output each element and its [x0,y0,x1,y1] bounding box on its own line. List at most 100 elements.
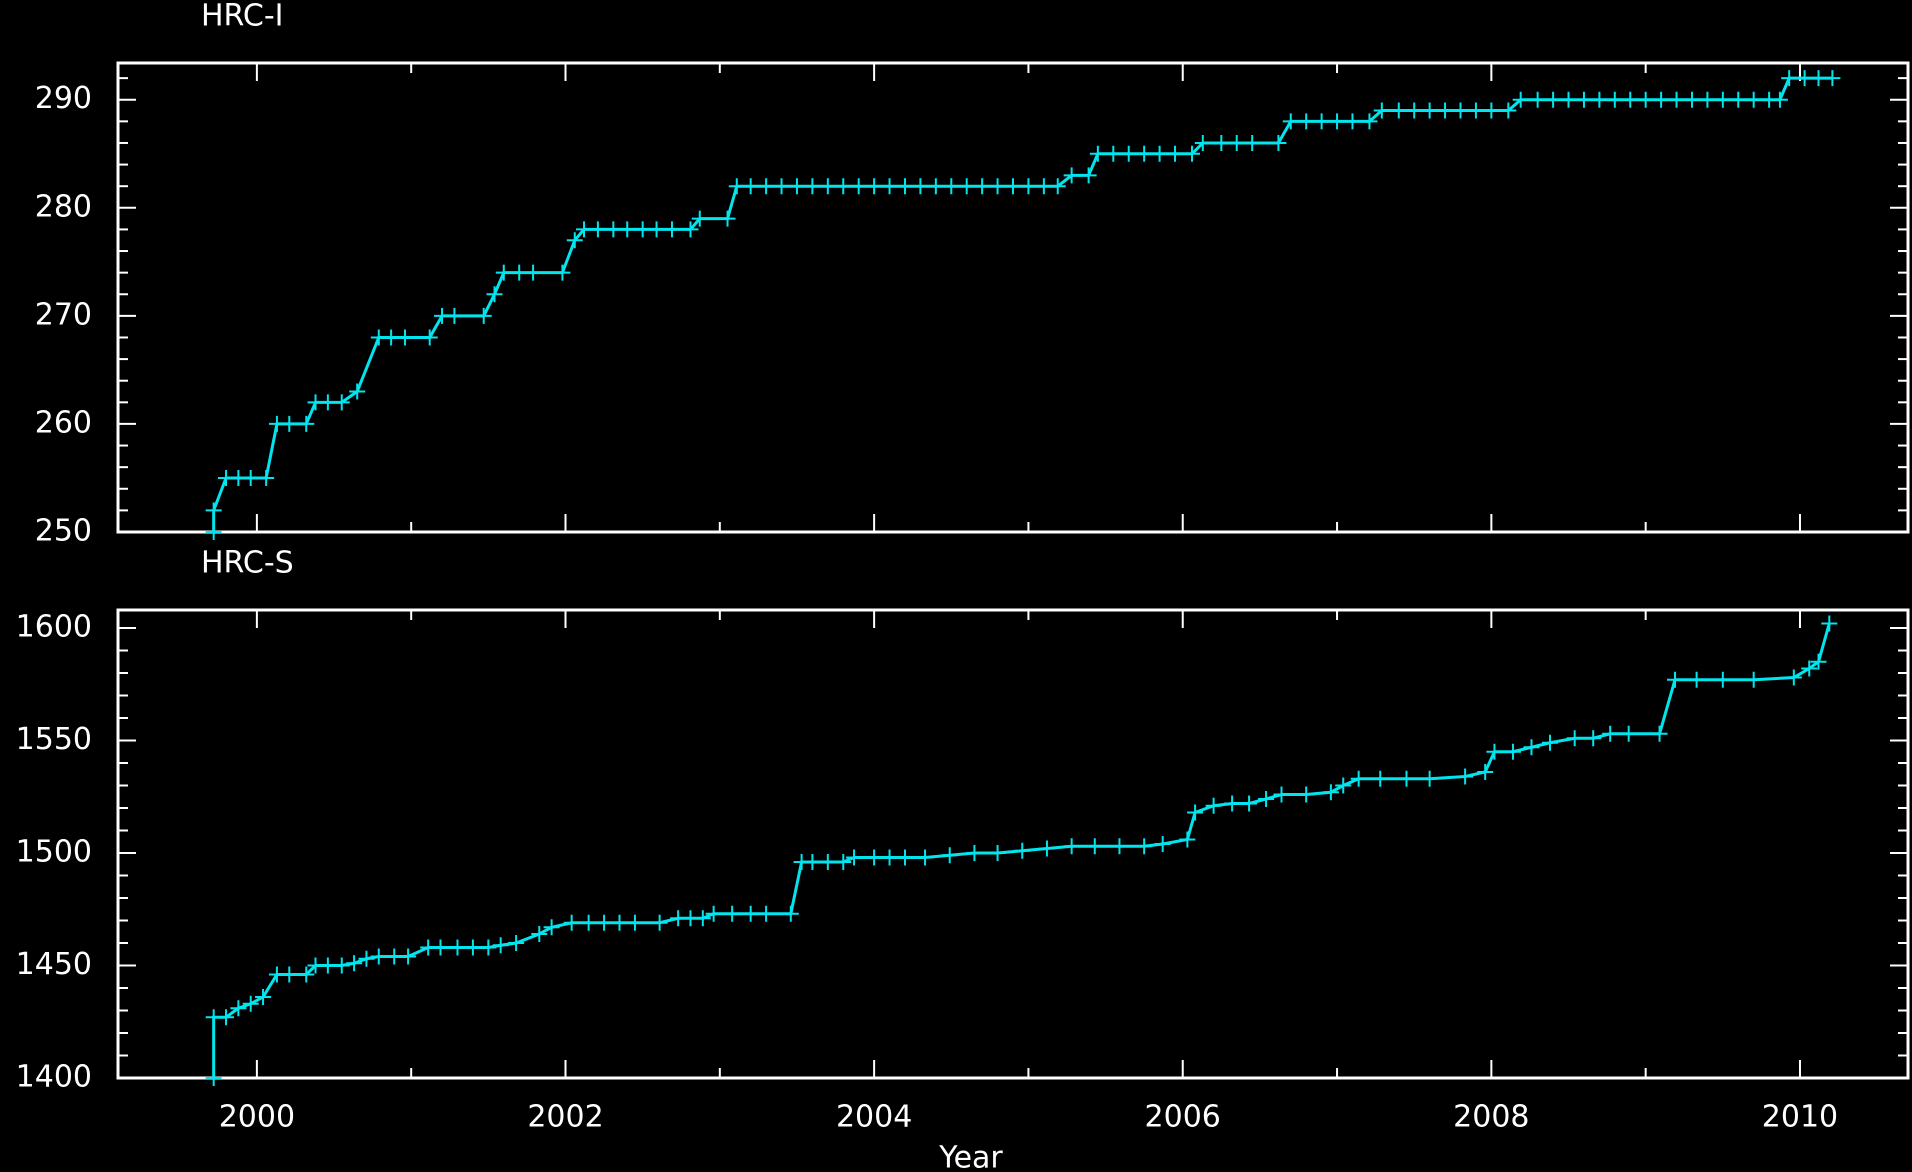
point-marker [446,307,463,324]
point-marker [1602,725,1619,742]
point-marker [1205,797,1222,814]
point-marker [1329,113,1346,130]
point-marker [508,935,525,951]
x-tick-label: 2010 [1762,1100,1838,1135]
point-marker [742,178,759,195]
point-marker [691,210,708,227]
point-marker [1298,113,1315,130]
point-marker [397,329,414,346]
point-marker [705,905,722,922]
point-marker [1086,838,1103,855]
point-marker [1406,102,1423,119]
point-marker [1566,730,1583,747]
plot-frame [116,608,1910,1080]
point-marker [1213,134,1230,151]
point-marker [773,178,790,195]
x-tick-label: 2006 [1145,1100,1221,1135]
point-marker [492,937,509,954]
y-tick-label: 1550 [16,722,92,757]
point-marker [1810,653,1827,670]
point-marker [1005,178,1021,195]
point-marker [742,905,759,922]
point-marker [333,957,350,974]
point-marker [1273,786,1290,803]
point-marker [728,178,745,195]
point-marker [1154,836,1171,852]
point-marker [1179,831,1196,848]
point-marker [333,394,350,411]
point-marker [1771,91,1788,108]
point-marker [1298,786,1315,803]
point-marker [205,502,222,519]
point-marker [804,854,821,870]
point-marker [958,178,975,195]
y-tick-label: 1500 [16,835,92,870]
point-marker [554,264,571,281]
point-marker [1606,91,1623,108]
point-marker [619,221,636,238]
point-marker [432,939,449,956]
point-marker [835,178,852,195]
point-marker [1398,770,1415,787]
point-marker [804,178,821,195]
point-marker [1545,91,1562,108]
point-marker [1796,70,1813,87]
point-marker [1111,838,1128,855]
point-marker [205,1070,222,1086]
point-marker [563,914,580,931]
chart-title: HRC-I [201,0,284,34]
y-tick-label: 1450 [16,947,92,982]
point-marker [1714,91,1731,108]
point-marker [230,1000,247,1017]
point-marker [850,178,867,195]
point-marker [386,948,403,965]
point-marker [1591,91,1608,108]
point-marker [1038,840,1055,857]
point-marker [1824,70,1841,87]
point-marker [543,919,560,936]
point-marker [1228,134,1245,151]
point-marker [896,849,913,866]
point-marker [298,415,315,432]
point-marker [682,221,699,238]
point-marker [566,232,583,249]
point-marker [1089,145,1106,162]
point-marker [1668,91,1685,108]
x-tick-label: 2000 [219,1100,295,1135]
point-marker [1258,791,1275,807]
point-marker [989,845,1006,861]
point-marker [1653,91,1670,108]
point-marker [819,854,836,870]
point-marker [1035,178,1052,195]
point-marker [1529,91,1546,108]
point-marker [358,950,375,967]
point-marker [1730,91,1747,108]
point-marker [1504,743,1521,760]
point-marker [1361,113,1378,130]
point-marker [1486,743,1503,760]
point-marker [1745,91,1762,108]
point-marker [974,178,991,195]
point-marker [1585,730,1602,747]
point-marker [1049,178,1066,195]
x-axis-label: Year [938,1141,1003,1172]
point-marker [1688,671,1705,688]
point-marker [1781,70,1798,87]
point-marker [1821,615,1838,632]
point-marker [881,178,898,195]
y-tick-label: 270 [35,297,92,332]
point-marker [1637,91,1654,108]
point-marker [719,210,736,227]
point-marker [634,221,651,238]
x-tick-label: 2008 [1453,1100,1529,1135]
point-marker [1167,145,1184,162]
point-marker [611,914,628,931]
point-marker [648,221,665,238]
point-marker [1184,145,1200,162]
point-marker [319,394,336,411]
point-marker [1683,91,1700,108]
point-marker [255,989,272,1005]
point-marker [896,178,913,195]
point-marker [1194,134,1211,151]
